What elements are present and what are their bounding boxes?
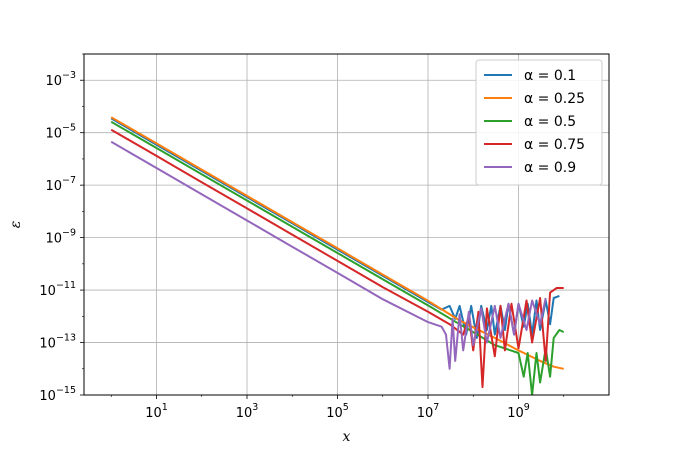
x-tick-label: 101 [145,402,168,421]
legend: α = 0.1 α = 0.25 α = 0.5 α = 0.75 α = 0.9 [475,59,603,186]
series-line-3 [110,120,565,395]
legend-label: α = 0.5 [524,114,576,130]
x-tick-label: 103 [236,402,259,421]
series-line-4 [110,128,564,389]
y-tick-label: 10−9 [45,228,76,247]
y-tick-label: 10−13 [39,333,76,352]
y-tick-label: 10−5 [45,123,76,142]
series-line-2 [110,116,564,370]
x-axis-label: x [343,429,351,445]
y-tick-label: 10−11 [39,280,76,299]
y-tick-label: 10−15 [39,385,76,404]
y-tick-label: 10−7 [45,175,76,194]
legend-label: α = 0.25 [524,91,585,107]
x-tick-label: 109 [507,402,530,421]
legend-label: α = 0.75 [524,137,585,153]
legend-label: α = 0.9 [524,160,576,176]
legend-label: α = 0.1 [524,68,576,84]
axes-frame [83,53,610,396]
ticks: 101 103 105 107 109 10−15 10−13 10−11 10−9 10−7 10… [39,53,565,421]
x-tick-label: 107 [417,402,440,421]
x-tick-label: 105 [326,402,349,421]
legend-box [475,59,603,186]
y-axis-label: ε [8,221,24,229]
series-lines [110,116,565,395]
y-tick-label: 10−3 [45,70,76,89]
series-line-5 [110,140,547,370]
